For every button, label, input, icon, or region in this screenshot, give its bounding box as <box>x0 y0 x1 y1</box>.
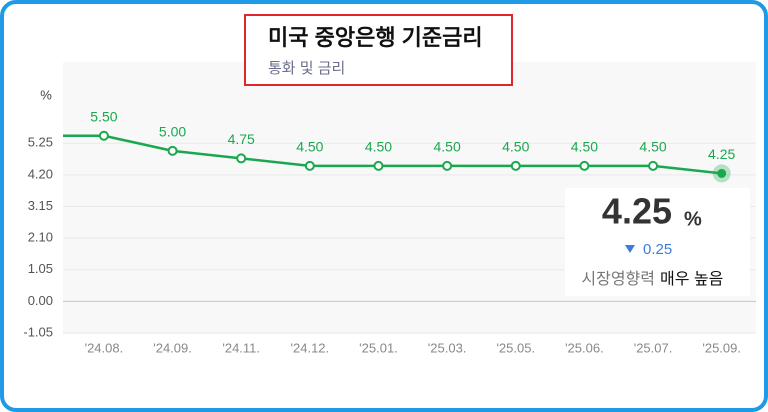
y-tick-label: 3.15 <box>28 198 53 213</box>
value-label: 4.50 <box>433 139 460 155</box>
value-label: 5.00 <box>159 124 186 140</box>
value-label: 4.50 <box>365 139 392 155</box>
plot: -1.05 0.00 1.05 2.10 3.15 4.20 5.25 '24.08. '24.… <box>23 108 756 355</box>
x-tick-label: '24.11. <box>222 340 260 355</box>
value-label: 4.50 <box>296 139 323 155</box>
point <box>717 168 727 178</box>
y-tick-label: 2.10 <box>28 230 53 245</box>
summary-unit: % <box>684 208 702 230</box>
x-tick-label: '24.08. <box>85 340 124 355</box>
y-tick-label: -1.05 <box>23 324 53 339</box>
x-tick-label: '25.01. <box>359 340 398 355</box>
x-tick-label: '24.09. <box>153 340 192 355</box>
y-tick-label: 5.25 <box>28 135 53 150</box>
x-tick-label: '25.05. <box>496 340 535 355</box>
impact-label: 시장영향력 <box>581 270 655 288</box>
impact-value: 매우 높음 <box>660 270 723 288</box>
x-tick-label: '25.07. <box>634 340 673 355</box>
point <box>579 160 590 171</box>
point <box>373 160 384 171</box>
point <box>236 153 247 164</box>
value-label: 4.25 <box>708 146 735 162</box>
y-tick-label: 0.00 <box>28 293 53 308</box>
value-label: 4.50 <box>571 139 598 155</box>
chart-subtitle: 통화 및 금리 <box>268 60 345 77</box>
y-tick-label: 4.20 <box>28 166 53 181</box>
title-box <box>244 14 513 86</box>
point <box>304 160 315 171</box>
x-tick-label: '24.12. <box>291 340 330 355</box>
line <box>103 134 722 175</box>
summary-value: 4.25 <box>602 191 672 232</box>
value-label: 4.50 <box>639 139 666 155</box>
value-label: 4.75 <box>228 131 255 147</box>
x-tick-label: '25.06. <box>565 340 604 355</box>
x-tick-label: '25.09. <box>702 340 741 355</box>
y-axis-label: % <box>40 87 52 102</box>
down-arrow <box>625 245 635 253</box>
summary-box <box>565 188 750 296</box>
value-label: 5.50 <box>90 108 117 124</box>
point <box>442 160 453 171</box>
y-tick-label: 1.05 <box>28 261 53 276</box>
value-label: 4.50 <box>502 139 529 155</box>
point <box>510 160 521 171</box>
summary-change: 0.25 <box>643 241 672 258</box>
summary: 4.25 % 0.25 시장영향력 매우 높음 <box>565 188 750 296</box>
point <box>167 145 178 156</box>
x-tick-label: '25.03. <box>428 340 467 355</box>
chart-title: 미국 중앙은행 기준금리 <box>268 25 483 50</box>
point <box>648 160 659 171</box>
point <box>98 130 109 141</box>
